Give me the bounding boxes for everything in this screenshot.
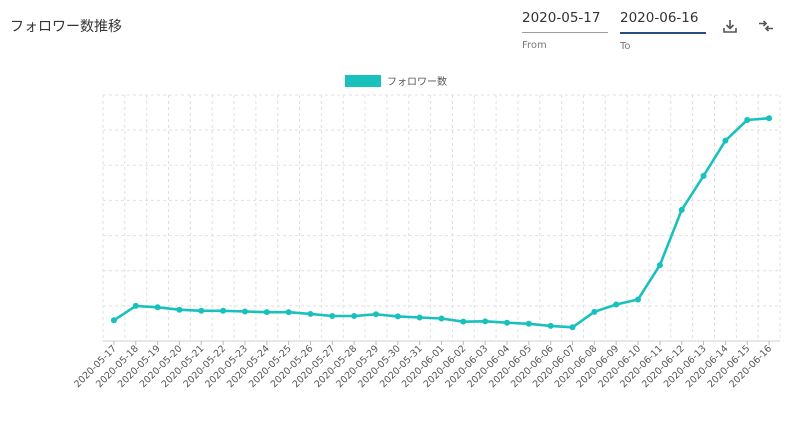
data-point [351, 313, 358, 320]
data-point [678, 206, 685, 213]
legend-swatch [345, 74, 381, 87]
data-point [132, 302, 139, 309]
download-button[interactable] [719, 15, 741, 37]
data-point [416, 314, 423, 321]
data-point [438, 315, 445, 322]
page-title: フォロワー数推移 [10, 19, 122, 35]
data-point [722, 137, 729, 144]
from-date-field[interactable]: 2020-05-17 From [522, 6, 608, 51]
data-point [700, 172, 707, 179]
data-point [547, 322, 554, 329]
data-point [285, 309, 292, 316]
data-point [372, 311, 379, 318]
data-point [613, 301, 620, 308]
compare-arrows-icon [759, 20, 773, 32]
data-point [394, 313, 401, 320]
data-point [482, 318, 489, 325]
data-point [307, 310, 314, 317]
data-point [569, 324, 576, 331]
from-date-label: From [522, 40, 547, 51]
data-point [656, 262, 663, 269]
compare-button[interactable] [755, 15, 777, 37]
data-point [635, 296, 642, 303]
data-point [329, 313, 336, 320]
from-date-input[interactable]: 2020-05-17 [522, 6, 608, 33]
chart-legend[interactable]: フォロワー数 [345, 73, 447, 88]
data-point [154, 304, 161, 311]
data-point [198, 307, 205, 314]
data-point [525, 320, 532, 327]
data-point [176, 306, 183, 313]
to-date-input[interactable]: 2020-06-16 [620, 6, 706, 34]
to-date-label: To [620, 41, 631, 52]
data-point [744, 116, 751, 123]
data-point [766, 115, 773, 122]
data-point [263, 309, 270, 316]
data-point [591, 308, 598, 315]
data-point [220, 307, 227, 314]
download-icon [723, 20, 737, 33]
data-point [241, 308, 248, 315]
data-point [460, 318, 467, 325]
legend-label: フォロワー数 [387, 77, 447, 88]
to-date-field[interactable]: 2020-06-16 To [620, 6, 706, 52]
data-point [110, 317, 117, 324]
data-point [504, 319, 511, 326]
